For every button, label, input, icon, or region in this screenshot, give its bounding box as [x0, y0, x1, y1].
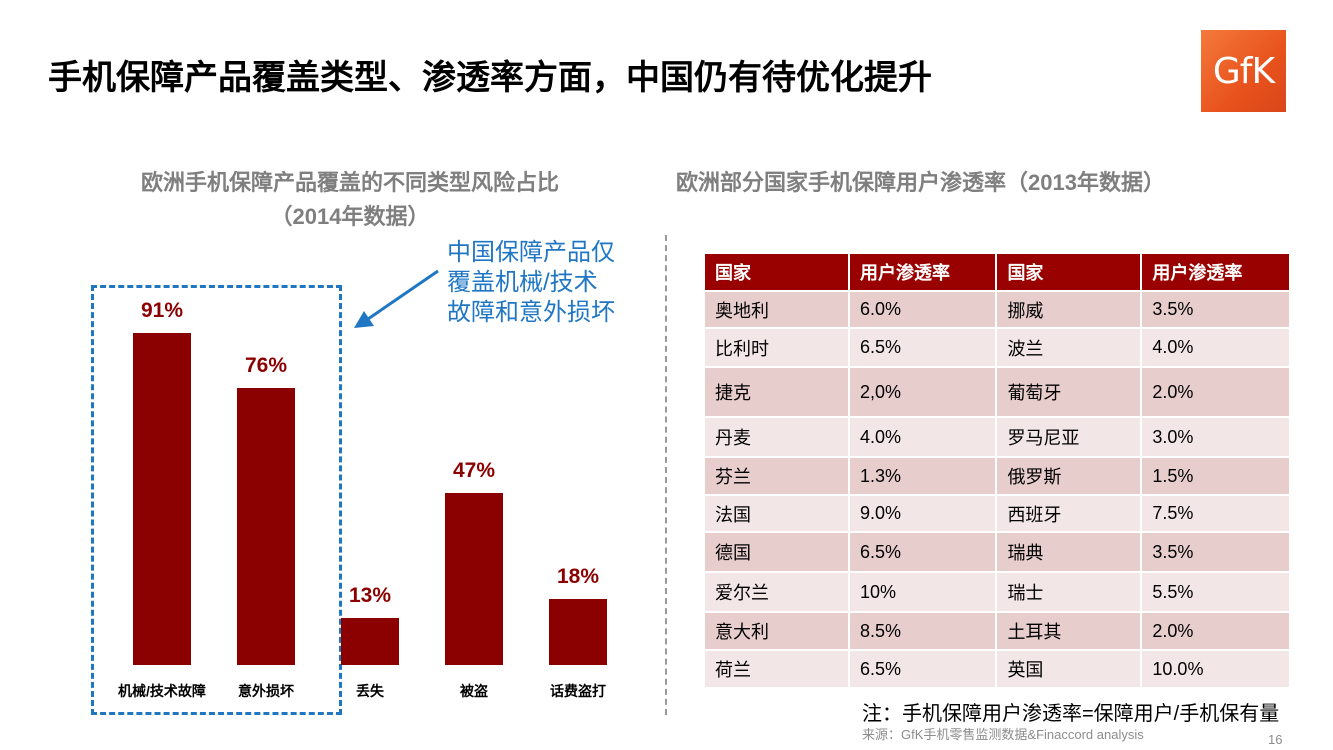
footnote: 注：手机保障用户渗透率=保障用户/手机保有量: [862, 703, 1280, 725]
rate-cell: 1.5%: [1140, 456, 1291, 496]
country-cell: 波兰: [995, 327, 1143, 368]
table-row: 意大利 8.5% 土耳其 2.0%: [703, 611, 1291, 651]
rate-cell: 3.0%: [1140, 416, 1291, 458]
rate-cell: 2.0%: [1140, 366, 1291, 418]
table-row: 荷兰 6.5% 英国 10.0%: [703, 649, 1291, 689]
highlight-box: [91, 285, 342, 715]
country-cell: 西班牙: [995, 494, 1143, 533]
category-label: 话费盗打: [550, 683, 606, 699]
bar: [549, 599, 607, 665]
table-row: 奥地利 6.0% 挪威 3.5%: [703, 290, 1291, 329]
table-row: 德国 6.5% 瑞典 3.5%: [703, 531, 1291, 573]
country-cell: 捷克: [703, 366, 850, 418]
country-cell: 奥地利: [703, 290, 850, 329]
country-cell: 德国: [703, 531, 850, 573]
country-cell: 瑞典: [995, 531, 1143, 573]
page-number: 16: [1268, 732, 1283, 747]
table-row: 捷克 2,0% 葡萄牙 2.0%: [703, 366, 1291, 418]
callout-text: 中国保障产品仅 覆盖机械/技术 故障和意外损坏: [447, 238, 615, 328]
country-cell: 荷兰: [703, 649, 850, 689]
table-row: 法国 9.0% 西班牙 7.5%: [703, 494, 1291, 533]
country-cell: 法国: [703, 494, 850, 533]
callout-line: 覆盖机械/技术: [447, 269, 598, 296]
chart-title: 欧洲手机保障产品覆盖的不同类型风险占比: [140, 170, 559, 195]
rate-cell: 4.0%: [1140, 327, 1291, 368]
rate-cell: 3.5%: [1140, 531, 1291, 573]
gfk-logo: GfK: [1201, 30, 1286, 112]
penetration-table: 国家 用户渗透率 国家 用户渗透率 奥地利 6.0% 挪威 3.5% 比利时 6.5% 波兰…: [703, 252, 1291, 689]
data-label: 47%: [452, 459, 496, 483]
rate-cell: 10%: [847, 571, 998, 613]
rate-cell: 10.0%: [1140, 649, 1291, 689]
data-label: 18%: [556, 565, 600, 589]
category-label: 意外损坏: [238, 683, 294, 699]
country-cell: 英国: [995, 649, 1143, 689]
country-cell: 挪威: [995, 290, 1143, 329]
data-label: 76%: [244, 353, 288, 377]
bar: [237, 387, 295, 665]
data-label: 91%: [140, 298, 184, 322]
category-label: 丢失: [356, 683, 384, 699]
rate-cell: 4.0%: [847, 416, 998, 458]
rate-cell: 6.5%: [847, 327, 998, 368]
rate-cell: 5.5%: [1140, 571, 1291, 613]
rate-cell: 6.5%: [847, 531, 998, 573]
category-label: 机械/技术故障: [118, 683, 206, 699]
page-title: 手机保障产品覆盖类型、渗透率方面，中国仍有待优化提升: [48, 59, 932, 97]
column-header: 国家: [703, 252, 850, 292]
rate-cell: 3.5%: [1140, 290, 1291, 329]
column-header: 用户渗透率: [847, 252, 998, 292]
category-label: 被盗: [460, 683, 488, 699]
table-row: 丹麦 4.0% 罗马尼亚 3.0%: [703, 416, 1291, 458]
rate-cell: 2,0%: [847, 366, 998, 418]
bar: [133, 332, 191, 665]
country-cell: 爱尔兰: [703, 571, 850, 613]
source: 来源：GfK手机零售监测数据&Finaccord analysis: [862, 727, 1144, 742]
country-cell: 葡萄牙: [995, 366, 1143, 418]
country-cell: 土耳其: [995, 611, 1143, 651]
country-cell: 比利时: [703, 327, 850, 368]
column-header: 国家: [995, 252, 1143, 292]
chart-subtitle: （2014年数据）: [270, 204, 430, 229]
bar: [445, 493, 503, 665]
country-cell: 俄罗斯: [995, 456, 1143, 496]
rate-cell: 6.0%: [847, 290, 998, 329]
table-title: 欧洲部分国家手机保障用户渗透率（2013年数据）: [676, 170, 1165, 195]
bar: [341, 617, 399, 665]
country-cell: 意大利: [703, 611, 850, 651]
callout-line: 故障和意外损坏: [447, 299, 615, 326]
table-row: 比利时 6.5% 波兰 4.0%: [703, 327, 1291, 368]
data-label: 13%: [348, 583, 392, 607]
rate-cell: 9.0%: [847, 494, 998, 533]
country-cell: 瑞士: [995, 571, 1143, 613]
table-row: 爱尔兰 10% 瑞士 5.5%: [703, 571, 1291, 613]
country-cell: 丹麦: [703, 416, 850, 458]
divider: [665, 235, 667, 715]
country-cell: 芬兰: [703, 456, 850, 496]
table-row: 芬兰 1.3% 俄罗斯 1.5%: [703, 456, 1291, 496]
rate-cell: 8.5%: [847, 611, 998, 651]
country-cell: 罗马尼亚: [995, 416, 1143, 458]
rate-cell: 1.3%: [847, 456, 998, 496]
callout-line: 中国保障产品仅: [447, 239, 615, 266]
column-header: 用户渗透率: [1140, 252, 1291, 292]
rate-cell: 7.5%: [1140, 494, 1291, 533]
rate-cell: 2.0%: [1140, 611, 1291, 651]
rate-cell: 6.5%: [847, 649, 998, 689]
